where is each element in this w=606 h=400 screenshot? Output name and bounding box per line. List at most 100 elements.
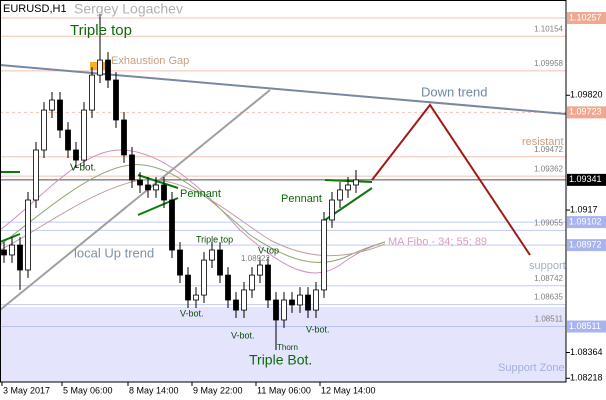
candle-body bbox=[281, 299, 287, 321]
level-box-label: 1.08972 bbox=[569, 239, 602, 249]
down-trend-line bbox=[0, 64, 567, 115]
candle-body bbox=[105, 59, 111, 81]
level-box-label: 1.08511 bbox=[569, 321, 601, 331]
candle-body bbox=[185, 274, 191, 301]
candle-body bbox=[137, 179, 143, 186]
annotation: V-bot. bbox=[306, 324, 330, 334]
x-tick-label: 5 May 06:00 bbox=[63, 385, 113, 395]
level-box-label: 1.09723 bbox=[569, 107, 602, 117]
candle-body bbox=[345, 184, 351, 191]
candle-body bbox=[225, 274, 231, 301]
y-tick-label: 1.09820 bbox=[570, 90, 603, 100]
gap-mark bbox=[99, 62, 107, 70]
ma-line bbox=[0, 164, 386, 263]
pennant-line bbox=[137, 174, 179, 189]
candle-body bbox=[33, 149, 39, 201]
level-label: 1.09958 bbox=[534, 59, 563, 68]
candle-body bbox=[249, 274, 255, 291]
candle-body bbox=[209, 249, 215, 261]
candle-body bbox=[1, 249, 7, 256]
candle-body bbox=[337, 189, 343, 201]
y-tick-label: 1.08218 bbox=[570, 373, 603, 383]
annotation: Pennant bbox=[281, 193, 322, 205]
level-label: 1.10154 bbox=[534, 24, 563, 33]
candle-body bbox=[273, 299, 279, 321]
level-box-label: 1.09102 bbox=[569, 216, 602, 226]
candle-body bbox=[297, 294, 303, 306]
candle-body bbox=[233, 299, 239, 311]
level-box-label: 1.09341 bbox=[569, 174, 602, 184]
ma-line bbox=[0, 179, 386, 257]
y-tick-label: 1.08364 bbox=[570, 347, 603, 357]
level-box bbox=[567, 173, 606, 186]
candle-body bbox=[169, 199, 175, 251]
candle-body bbox=[17, 244, 23, 271]
y-tick-label: 1.0917 bbox=[570, 204, 598, 214]
candle-body bbox=[257, 264, 263, 276]
annotation: Support Zone bbox=[498, 362, 565, 374]
candle-body bbox=[41, 109, 47, 151]
candle-body bbox=[57, 99, 63, 131]
annotation: resistant bbox=[522, 136, 564, 148]
x-tick-label: 12 May 14:00 bbox=[321, 385, 376, 395]
trend-line bbox=[0, 233, 21, 243]
candle-body bbox=[97, 59, 103, 76]
level-box bbox=[567, 320, 606, 333]
annotation: local Up trend bbox=[74, 245, 154, 260]
candle-body bbox=[193, 294, 199, 301]
level-label: 1.08635 bbox=[534, 293, 563, 302]
candle-body bbox=[329, 199, 335, 221]
candle-body bbox=[201, 259, 207, 296]
candle-body bbox=[25, 199, 31, 271]
level-label: 1.09362 bbox=[534, 164, 563, 173]
candle-body bbox=[265, 264, 271, 301]
level-box bbox=[567, 216, 606, 229]
x-tick-label: 3 May 2017 bbox=[3, 385, 50, 395]
candle-body bbox=[81, 109, 87, 161]
candle-body bbox=[241, 289, 247, 311]
x-tick-label: 9 May 22:00 bbox=[193, 385, 243, 395]
annotation: Triple Bot. bbox=[249, 352, 312, 368]
level-label: 1.08511 bbox=[535, 315, 564, 324]
annotation: Triple top bbox=[196, 234, 233, 244]
annotation: Triple top bbox=[70, 22, 132, 39]
candle-body bbox=[9, 244, 15, 256]
candle-body bbox=[313, 289, 319, 311]
annotation: V-bot. bbox=[180, 308, 204, 318]
annotation: V-bot. bbox=[231, 330, 255, 340]
candle-body bbox=[321, 219, 327, 291]
level-box bbox=[567, 12, 606, 25]
candle-body bbox=[129, 154, 135, 181]
watermark: Sergey Logachev bbox=[74, 1, 183, 17]
forecast-path bbox=[371, 103, 531, 256]
annotation: support bbox=[529, 260, 566, 272]
annotation: MA Fibo - 34; 55; 89 bbox=[388, 236, 487, 248]
annotation: Pennant bbox=[180, 188, 221, 200]
symbol: EURUSD,H1 bbox=[3, 3, 67, 15]
candle-body bbox=[65, 129, 71, 151]
candle-body bbox=[49, 99, 55, 111]
annotation: 1.08922 bbox=[241, 254, 270, 263]
level-label: 1.08742 bbox=[534, 274, 563, 283]
level-box-label: 1.10257 bbox=[569, 12, 602, 22]
candle-body bbox=[161, 184, 167, 201]
level-box bbox=[567, 106, 606, 119]
annotation: V-bot. bbox=[70, 163, 96, 174]
annotation: Thorn bbox=[277, 343, 298, 352]
candle-body bbox=[113, 79, 119, 121]
level-label: 1.09055 bbox=[534, 219, 563, 228]
level-box bbox=[567, 239, 606, 252]
candle-body bbox=[153, 184, 159, 191]
candle-body bbox=[121, 119, 127, 156]
candle-body bbox=[145, 184, 151, 191]
candle-body bbox=[73, 149, 79, 161]
plot-frame bbox=[0, 0, 567, 383]
annotation: Exhaustion Gap bbox=[111, 55, 189, 67]
candle-body bbox=[305, 294, 311, 311]
gap-mark bbox=[90, 62, 98, 70]
level-label: 1.09472 bbox=[534, 145, 563, 154]
x-tick-label: 8 May 14:00 bbox=[129, 385, 179, 395]
candle-body bbox=[353, 179, 359, 186]
x-tick-label: 11 May 06:00 bbox=[257, 385, 311, 395]
